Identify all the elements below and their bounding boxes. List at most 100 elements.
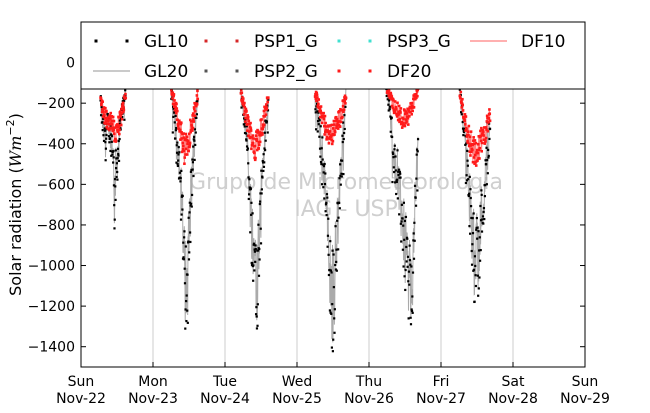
point-gl10 (393, 170, 396, 174)
point-df20 (102, 113, 106, 116)
point-df20 (333, 130, 337, 134)
y-tick-label: −600 (37, 177, 75, 193)
point-gl10 (171, 131, 174, 134)
point-gl10 (414, 204, 418, 207)
legend-marker-psp3_g (368, 39, 372, 43)
point-gl10 (252, 242, 256, 245)
legend-marker-psp2_g (204, 69, 208, 73)
point-gl10 (332, 253, 335, 256)
point-df20 (473, 162, 476, 166)
point-gl10 (190, 202, 193, 205)
point-gl10 (479, 204, 482, 208)
point-gl10 (186, 273, 189, 276)
point-gl10 (104, 159, 107, 162)
point-gl10 (487, 154, 490, 157)
point-df20 (404, 121, 407, 125)
point-gl10 (185, 319, 188, 323)
point-gl10 (174, 129, 178, 132)
point-df20 (326, 129, 329, 132)
point-gl10 (99, 99, 102, 102)
point-gl10 (189, 170, 193, 173)
point-df20 (248, 136, 252, 140)
point-df20 (485, 114, 489, 118)
point-gl10 (322, 186, 325, 189)
point-gl10 (326, 245, 329, 248)
point-df20 (257, 146, 260, 150)
point-gl10 (193, 158, 196, 162)
point-gl10 (469, 205, 473, 208)
point-gl10 (186, 321, 189, 324)
point-gl10 (246, 148, 249, 151)
point-df20 (120, 117, 124, 121)
point-df20 (101, 108, 104, 111)
point-gl10 (325, 201, 328, 204)
point-gl10 (473, 255, 477, 258)
point-gl10 (464, 181, 468, 185)
point-df20 (103, 117, 107, 120)
point-df20 (416, 94, 419, 98)
x-tick-label-day: Sun (68, 374, 95, 390)
point-gl10 (393, 148, 396, 151)
point-df20 (107, 115, 111, 119)
point-df20 (460, 102, 464, 105)
point-gl10 (261, 159, 264, 163)
point-gl10 (473, 300, 476, 303)
point-gl10 (109, 149, 112, 153)
point-gl10 (397, 168, 400, 171)
point-gl10 (184, 245, 187, 248)
point-df20 (329, 134, 333, 137)
point-df20 (327, 141, 331, 145)
point-df20 (111, 115, 115, 119)
point-gl10 (391, 180, 394, 184)
point-gl10 (485, 183, 488, 186)
point-gl10 (482, 210, 485, 213)
point-gl10 (251, 262, 254, 265)
point-df20 (414, 92, 418, 96)
point-df20 (104, 120, 108, 123)
y-tick-label: −1400 (28, 340, 75, 356)
point-gl10 (330, 312, 333, 315)
point-gl10 (192, 174, 195, 178)
point-df20 (180, 121, 183, 125)
point-df20 (193, 107, 196, 111)
point-gl10 (391, 135, 394, 139)
x-tick-label-day: Sun (572, 374, 599, 390)
point-df20 (109, 127, 113, 130)
point-df20 (394, 105, 398, 109)
point-df20 (191, 112, 195, 115)
point-gl10 (480, 193, 483, 196)
point-df20 (115, 126, 119, 129)
point-df20 (239, 88, 243, 92)
point-gl10 (182, 241, 185, 244)
point-gl10 (183, 236, 186, 239)
point-df20 (466, 141, 470, 144)
point-df20 (461, 97, 464, 101)
point-df20 (485, 128, 488, 131)
point-gl10 (331, 249, 334, 252)
point-df20 (264, 113, 268, 117)
point-gl10 (413, 221, 416, 224)
point-df20 (247, 119, 251, 123)
point-df20 (324, 130, 327, 134)
point-df20 (187, 132, 191, 136)
legend-label-psp1_g: PSP1_G (254, 32, 318, 52)
legend-marker-psp1_g (204, 39, 208, 43)
point-df20 (123, 95, 126, 99)
point-df20 (250, 136, 254, 139)
point-df20 (245, 123, 249, 126)
point-df20 (315, 99, 318, 103)
point-df20 (472, 142, 476, 146)
point-df20 (183, 156, 187, 159)
point-gl10 (329, 311, 332, 314)
point-df20 (487, 121, 490, 124)
point-df20 (395, 115, 399, 118)
point-gl10 (488, 137, 491, 141)
point-df20 (184, 153, 187, 156)
point-gl10 (404, 268, 407, 272)
point-df20 (256, 131, 260, 134)
point-gl10 (110, 154, 113, 157)
point-gl10 (340, 172, 343, 175)
point-df20 (253, 144, 257, 148)
point-df20 (329, 135, 333, 139)
point-gl10 (105, 137, 108, 140)
